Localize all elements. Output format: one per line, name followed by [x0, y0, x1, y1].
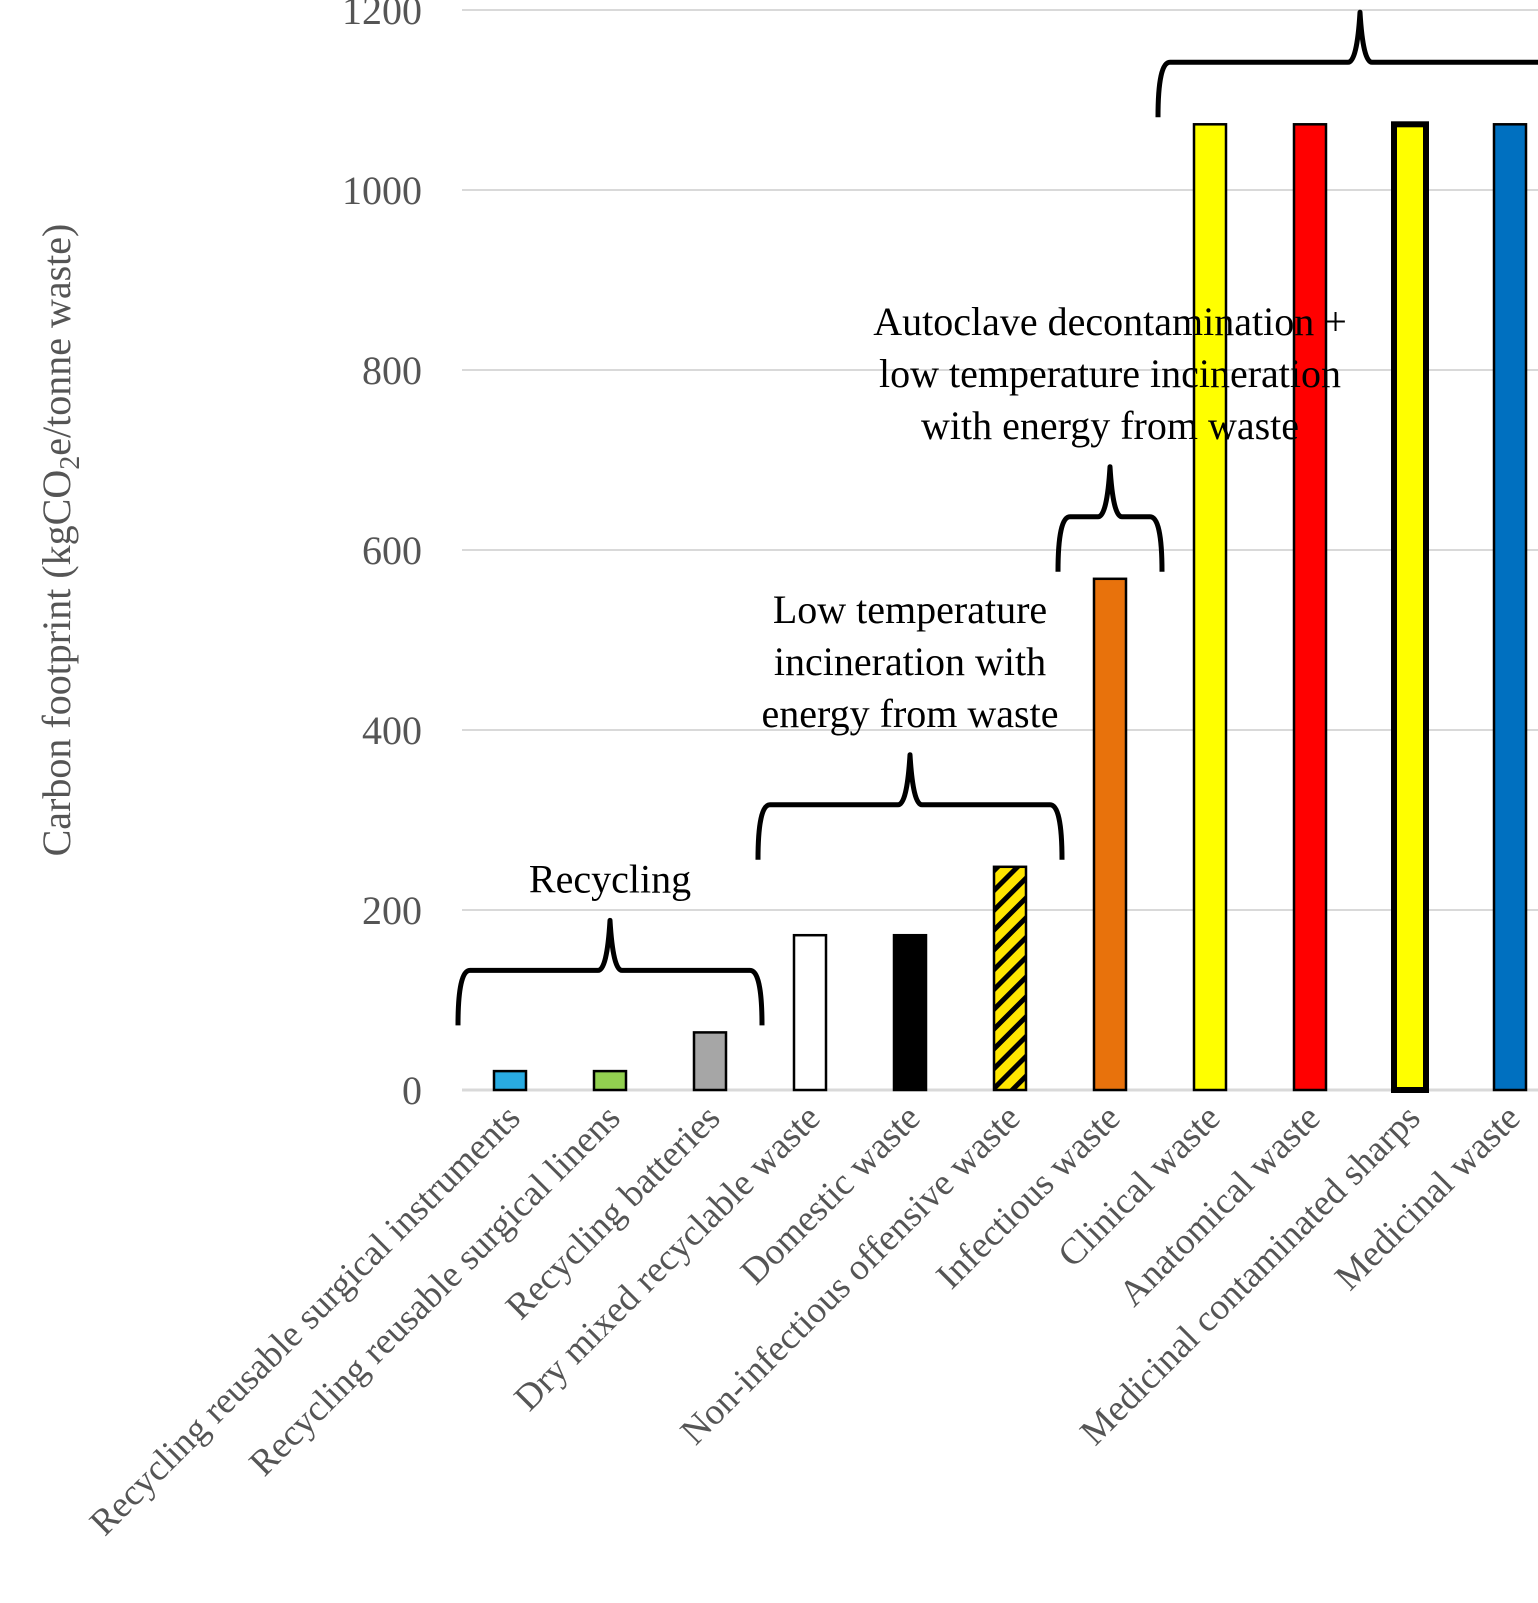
bar: [1492, 123, 1528, 1092]
group-label: Recycling: [529, 856, 691, 901]
x-category-label: Recycling reusable surgical linens: [242, 1097, 629, 1484]
y-tick-label: 800: [362, 348, 422, 393]
bar: [592, 1069, 628, 1092]
group-brace: [1155, 9, 1538, 118]
x-category-label: Recycling reusable surgical instruments: [82, 1097, 528, 1543]
bar: [792, 933, 828, 1092]
gridlines: [462, 9, 1538, 1092]
y-tick-label: 0: [402, 1068, 422, 1113]
group-label: energy from waste: [762, 691, 1059, 736]
group-brace: [1055, 464, 1165, 572]
y-tick-label: 1200: [342, 0, 422, 33]
bar: [892, 933, 928, 1092]
y-axis-label: Carbon footprint (kgCO2e/tonne waste): [34, 224, 86, 857]
group-label: with energy from waste: [921, 403, 1299, 448]
x-category-label: Domestic waste: [733, 1097, 928, 1292]
bar: [992, 865, 1028, 1092]
x-category-label: Medicinal waste: [1327, 1097, 1528, 1298]
y-tick-label: 1000: [342, 168, 422, 213]
bars: [492, 121, 1528, 1094]
bar: [692, 1031, 728, 1092]
group-label: low temperature incineration: [879, 351, 1341, 396]
y-tick-label: 600: [362, 528, 422, 573]
group-label: incineration with: [774, 639, 1046, 684]
y-tick-label: 400: [362, 708, 422, 753]
x-axis-category-labels: Recycling reusable surgical instrumentsR…: [82, 1097, 1528, 1543]
group-label: Low temperature: [773, 587, 1047, 632]
y-axis-ticks: 0 200 400 600 800 1000 1200: [342, 0, 422, 1113]
group-annotations: Recycling Low temperature incineration wit…: [455, 9, 1538, 1026]
group-brace: [755, 752, 1065, 860]
y-tick-label: 200: [362, 888, 422, 933]
bar: [1391, 121, 1429, 1094]
bar: [1192, 123, 1228, 1092]
bar: [1292, 123, 1328, 1092]
group-label: Autoclave decontamination +: [873, 299, 1347, 344]
bar: [492, 1069, 528, 1092]
group-brace: [455, 917, 765, 1026]
bar: [1092, 577, 1128, 1092]
